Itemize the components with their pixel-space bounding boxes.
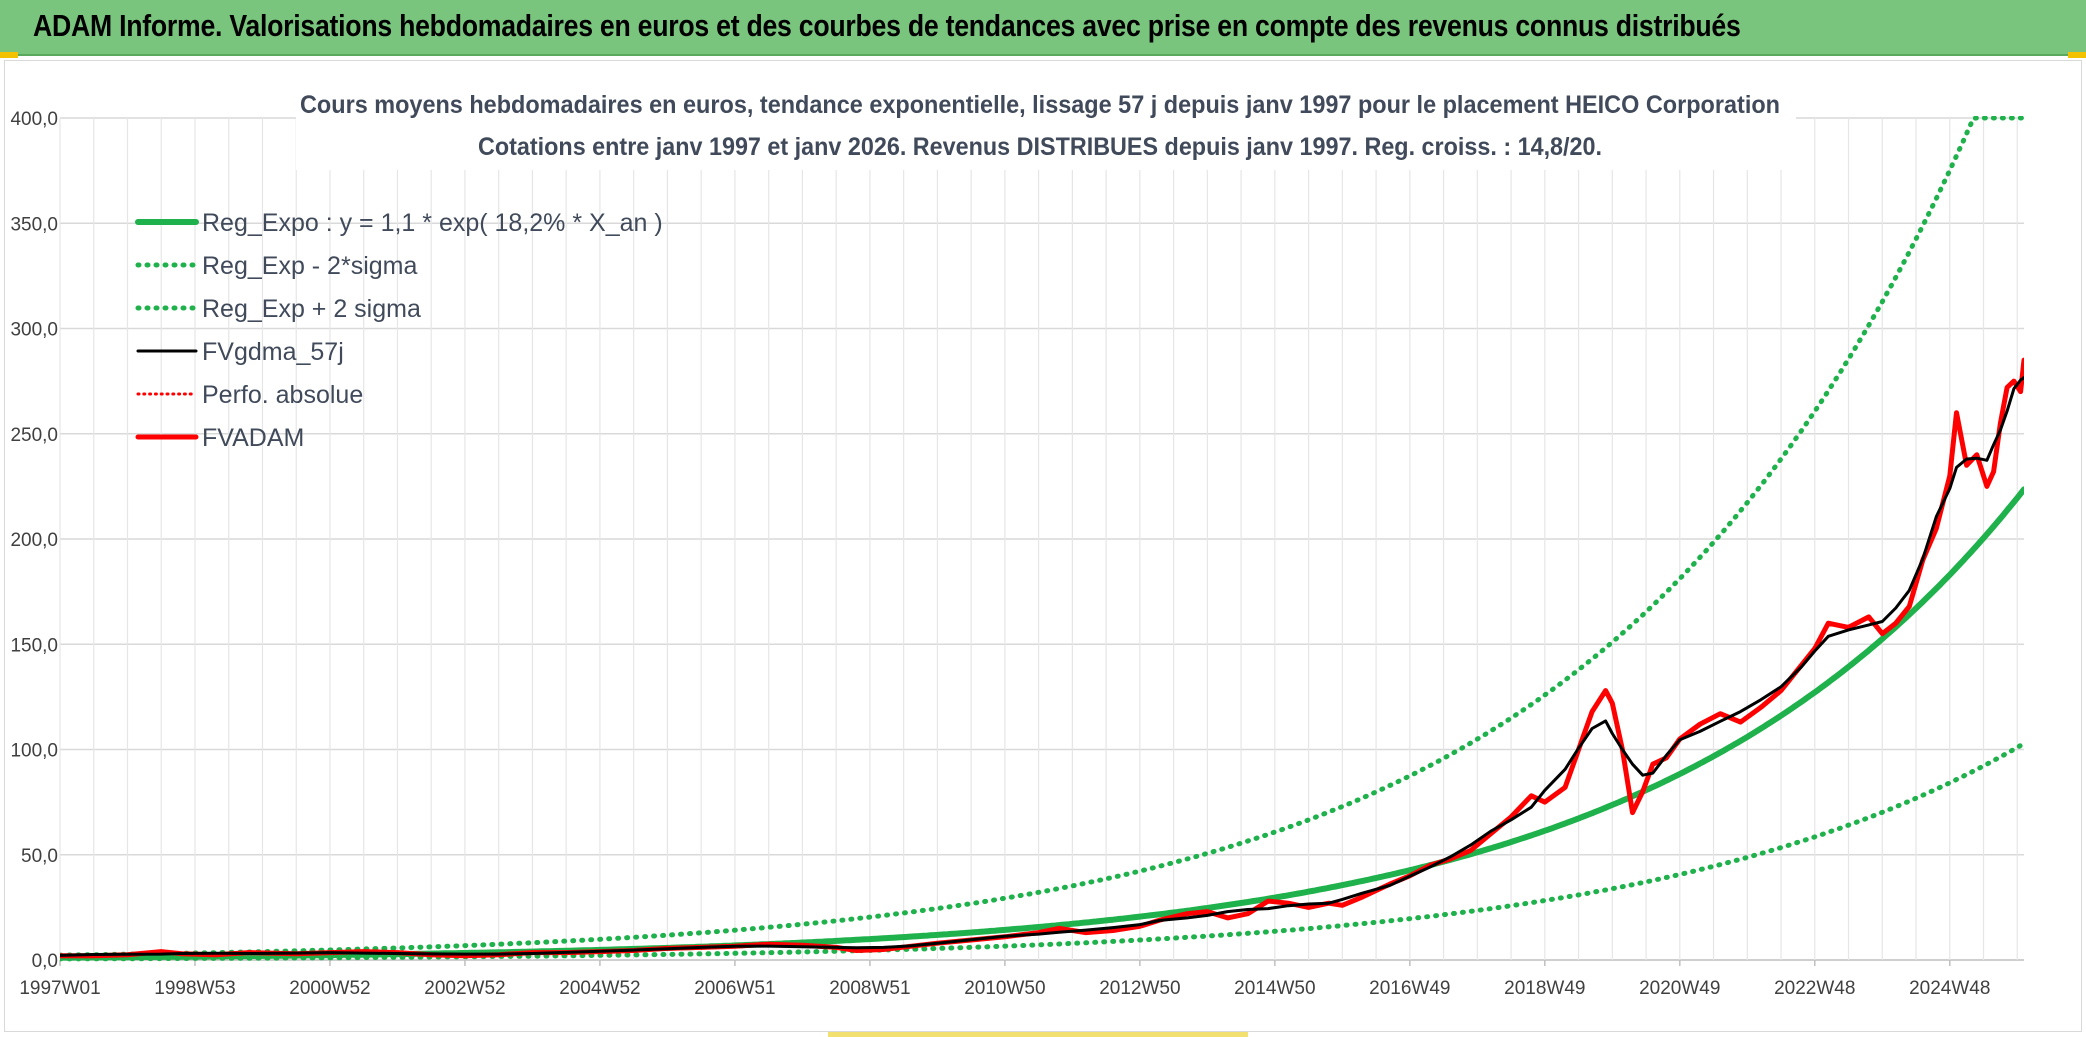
y-tick-label: 400,0: [10, 109, 58, 130]
chart-title: Cours moyens hebdomadaires en euros, ten…: [300, 91, 1780, 119]
x-tick-label: 2010W50: [964, 978, 1045, 999]
corner-mark-left: [0, 52, 18, 58]
y-tick-label: 300,0: [10, 320, 58, 341]
series-reg-exp-minus-2sigma: [60, 741, 2024, 962]
legend-entry-label: Reg_Exp + 2 sigma: [202, 295, 421, 323]
legend-entry-label: Perfo. absolue: [202, 381, 363, 409]
x-tick-label: 2022W48: [1774, 978, 1855, 999]
legend-entry-label: FVADAM: [202, 424, 304, 452]
series-reg-expo: [60, 486, 2024, 961]
y-tick-label: 200,0: [10, 530, 58, 551]
series-fvgdma-57j: [60, 376, 2024, 957]
x-tick-labels: 1997W01 1998W53 2000W52 2002W52 2004W52 2006W…: [19, 978, 1990, 999]
y-tick-label: 250,0: [10, 425, 58, 446]
series-lines: [60, 116, 2024, 962]
chart-frame: [4, 60, 2082, 1032]
y-tick-labels: 0,0 50,0 100,0 150,0 200,0 250,0 300,0 350,0 400…: [10, 109, 58, 972]
x-tick-label: 2016W49: [1369, 978, 1450, 999]
y-tick-label: 50,0: [21, 846, 58, 867]
legend-entry-label: FVgdma_57j: [202, 338, 344, 366]
x-tick-label: 1998W53: [154, 978, 235, 999]
y-tick-label: 150,0: [10, 635, 58, 656]
y-tick-label: 100,0: [10, 741, 58, 762]
legend-entry-label: Reg_Expo : y = 1,1 * exp( 18,2% * X_an ): [202, 209, 663, 237]
legend-entry-label: Reg_Exp - 2*sigma: [202, 252, 417, 280]
header-title: ADAM Informe. Valorisations hebdomadaire…: [33, 8, 1741, 43]
legend: Reg_Expo : y = 1,1 * exp( 18,2% * X_an )…: [135, 209, 663, 452]
header-banner: ADAM Informe. Valorisations hebdomadaire…: [0, 0, 2086, 56]
y-tick-label: 0,0: [32, 951, 58, 972]
x-tick-label: 1997W01: [19, 978, 100, 999]
corner-mark-right: [2068, 52, 2086, 58]
x-tick-label: 2014W50: [1234, 978, 1315, 999]
grid-lines: [59, 117, 2024, 966]
x-tick-label: 2002W52: [424, 978, 505, 999]
x-tick-label: 2008W51: [829, 978, 910, 999]
x-tick-label: 2012W50: [1099, 978, 1180, 999]
x-tick-label: 2000W52: [289, 978, 370, 999]
series-fvadam: [60, 357, 2024, 959]
x-tick-label: 2004W52: [559, 978, 640, 999]
bottom-accent-bar: [828, 1032, 1248, 1037]
chart-subtitle: Cotations entre janv 1997 et janv 2026. …: [478, 133, 1602, 161]
title-background: [296, 84, 1796, 170]
x-tick-label: 2020W49: [1639, 978, 1720, 999]
x-tick-label: 2018W49: [1504, 978, 1585, 999]
series-reg-exp-plus-2sigma: [60, 116, 2024, 958]
chart-titles: Cours moyens hebdomadaires en euros, ten…: [296, 84, 1796, 170]
x-tick-label: 2024W48: [1909, 978, 1990, 999]
series-perfo-absolue: [60, 358, 2024, 958]
x-tick-label: 2006W51: [694, 978, 775, 999]
y-tick-label: 350,0: [10, 214, 58, 235]
